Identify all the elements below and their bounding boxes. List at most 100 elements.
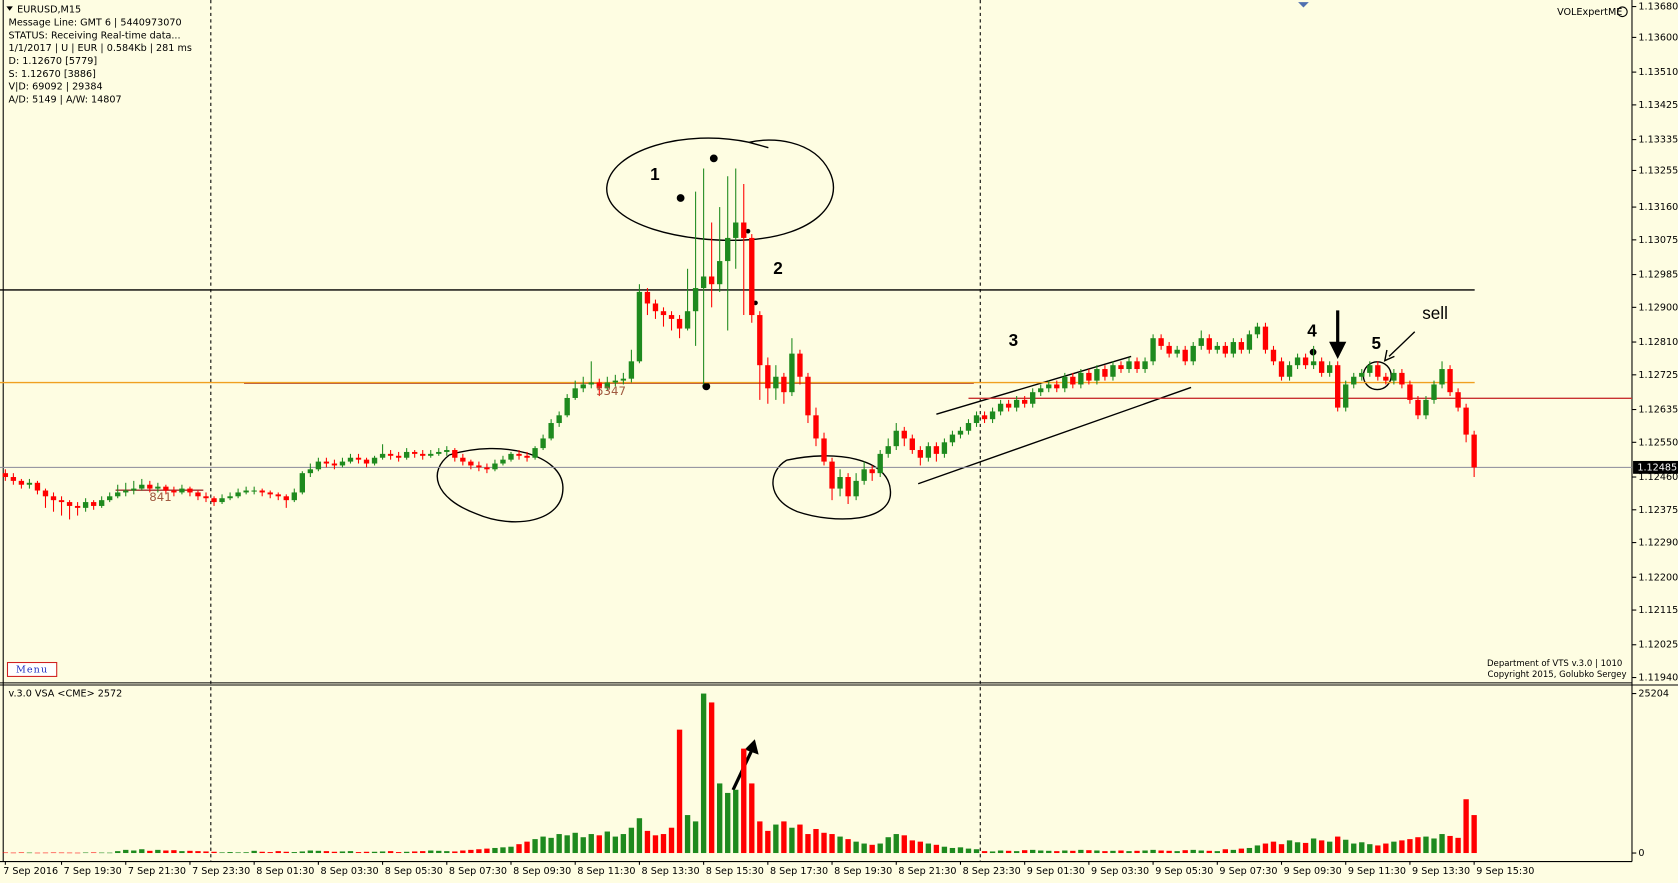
- volume-bar: [123, 849, 129, 854]
- y-tick-label: 1.12200: [1638, 572, 1678, 583]
- volume-bar: [757, 821, 763, 854]
- candle-body: [1286, 365, 1293, 377]
- volume-bar: [1198, 850, 1204, 854]
- volume-bar: [708, 702, 715, 854]
- volume-bar: [1182, 850, 1188, 854]
- volume-bar: [1310, 838, 1317, 854]
- candle-body: [1254, 326, 1261, 335]
- volume-bar: [395, 852, 402, 854]
- volume-bar: [1326, 841, 1333, 854]
- candle-body: [187, 488, 193, 493]
- volume-bar: [684, 815, 691, 854]
- volume-bar: [1005, 850, 1012, 854]
- volume-bar: [1126, 851, 1132, 854]
- candle-body: [989, 411, 996, 420]
- status-line: D: 1.12670 [5779]: [9, 56, 98, 67]
- volume-bar: [436, 850, 442, 854]
- volume-bar: [115, 851, 121, 854]
- arrow-head: [1383, 349, 1395, 362]
- volume-bar: [347, 851, 354, 854]
- y-tick-label: 1.13510: [1638, 67, 1678, 78]
- candle-body: [757, 315, 763, 366]
- volume-bar: [412, 851, 418, 854]
- candle-body: [1375, 365, 1381, 377]
- candle-body: [620, 378, 627, 381]
- candle-body: [203, 496, 209, 499]
- candle-body: [1054, 384, 1060, 389]
- candle-body: [1046, 384, 1052, 389]
- candle-body: [1447, 369, 1453, 393]
- volume-bar: [508, 846, 514, 854]
- volume-bar: [524, 841, 530, 854]
- volume-bar: [1158, 850, 1164, 854]
- candle-body: [933, 446, 940, 454]
- volume-bar: [1431, 838, 1437, 854]
- volume-bar: [604, 831, 610, 854]
- status-line: S: 1.12670 [3886]: [9, 69, 96, 80]
- volume-tick-label: 25204: [1638, 689, 1669, 700]
- candle-body: [789, 353, 795, 393]
- volume-bar: [82, 852, 89, 854]
- volume-bar: [781, 821, 787, 854]
- volume-bar: [500, 847, 506, 854]
- candle-body: [1262, 326, 1269, 350]
- candle-body: [564, 397, 570, 416]
- volume-title: v.3.0 VSA <CME> 2572: [9, 689, 123, 700]
- volume-bar: [283, 851, 289, 854]
- candle-body: [428, 453, 434, 456]
- volume-bar: [773, 824, 779, 854]
- volume-bar: [163, 850, 169, 854]
- volume-bar: [307, 850, 314, 854]
- x-tick-label: 8 Sep 05:30: [385, 866, 443, 877]
- candle-body: [1278, 361, 1285, 377]
- candle-body: [532, 448, 538, 458]
- x-tick-label: 7 Sep 23:30: [192, 866, 250, 877]
- candle-body: [1190, 345, 1196, 362]
- x-tick-label: 7 Sep 21:30: [128, 866, 186, 877]
- volume-bar: [789, 827, 795, 854]
- candle-body: [925, 446, 932, 458]
- volume-bar: [1439, 834, 1445, 854]
- candle-body: [259, 490, 265, 493]
- volume-bar: [853, 841, 859, 854]
- x-tick-label: 8 Sep 11:30: [577, 866, 635, 877]
- y-tick-label: 1.13255: [1638, 165, 1678, 176]
- candle-body: [676, 318, 683, 329]
- volume-bar: [219, 852, 225, 854]
- volume-bar: [692, 821, 699, 854]
- volume-bar: [1222, 849, 1229, 854]
- volume-bar: [484, 848, 490, 854]
- volume-bar: [1302, 842, 1309, 854]
- volume-bar: [18, 852, 25, 854]
- status-line: Message Line: GMT 6 | 5440973070: [9, 17, 182, 28]
- x-tick-label: 9 Sep 13:30: [1412, 866, 1470, 877]
- y-tick-label: 1.13680: [1638, 2, 1678, 13]
- candle-body: [821, 438, 827, 462]
- x-tick-label: 9 Sep 07:30: [1219, 866, 1277, 877]
- volume-bar: [243, 852, 249, 854]
- volume-bar: [837, 836, 843, 854]
- volume-bar: [845, 839, 851, 854]
- volume-bar: [50, 852, 57, 854]
- candle-body: [1118, 365, 1124, 370]
- x-tick-label: 8 Sep 15:30: [706, 866, 764, 877]
- menu-button[interactable]: [6, 661, 58, 677]
- candle-body: [171, 490, 177, 493]
- candle-body: [18, 480, 25, 485]
- volume-bar: [371, 851, 378, 854]
- x-tick-label: 9 Sep 05:30: [1155, 866, 1213, 877]
- volume-bar: [460, 850, 466, 854]
- volume-bar: [1375, 845, 1381, 854]
- candle-body: [98, 500, 105, 506]
- menu-label[interactable]: Menu: [16, 665, 48, 676]
- volume-bar: [1351, 843, 1357, 854]
- candle-body: [179, 488, 185, 493]
- volume-bar: [1214, 851, 1220, 854]
- candle-body: [885, 446, 891, 454]
- status-line: STATUS: Receiving Real-time data...: [9, 30, 181, 41]
- volume-bar: [612, 836, 619, 854]
- candle-body: [1359, 372, 1365, 377]
- x-tick-label: 9 Sep 09:30: [1284, 866, 1342, 877]
- candle-body: [500, 459, 506, 464]
- current-price-label: 1.12485: [1637, 462, 1677, 473]
